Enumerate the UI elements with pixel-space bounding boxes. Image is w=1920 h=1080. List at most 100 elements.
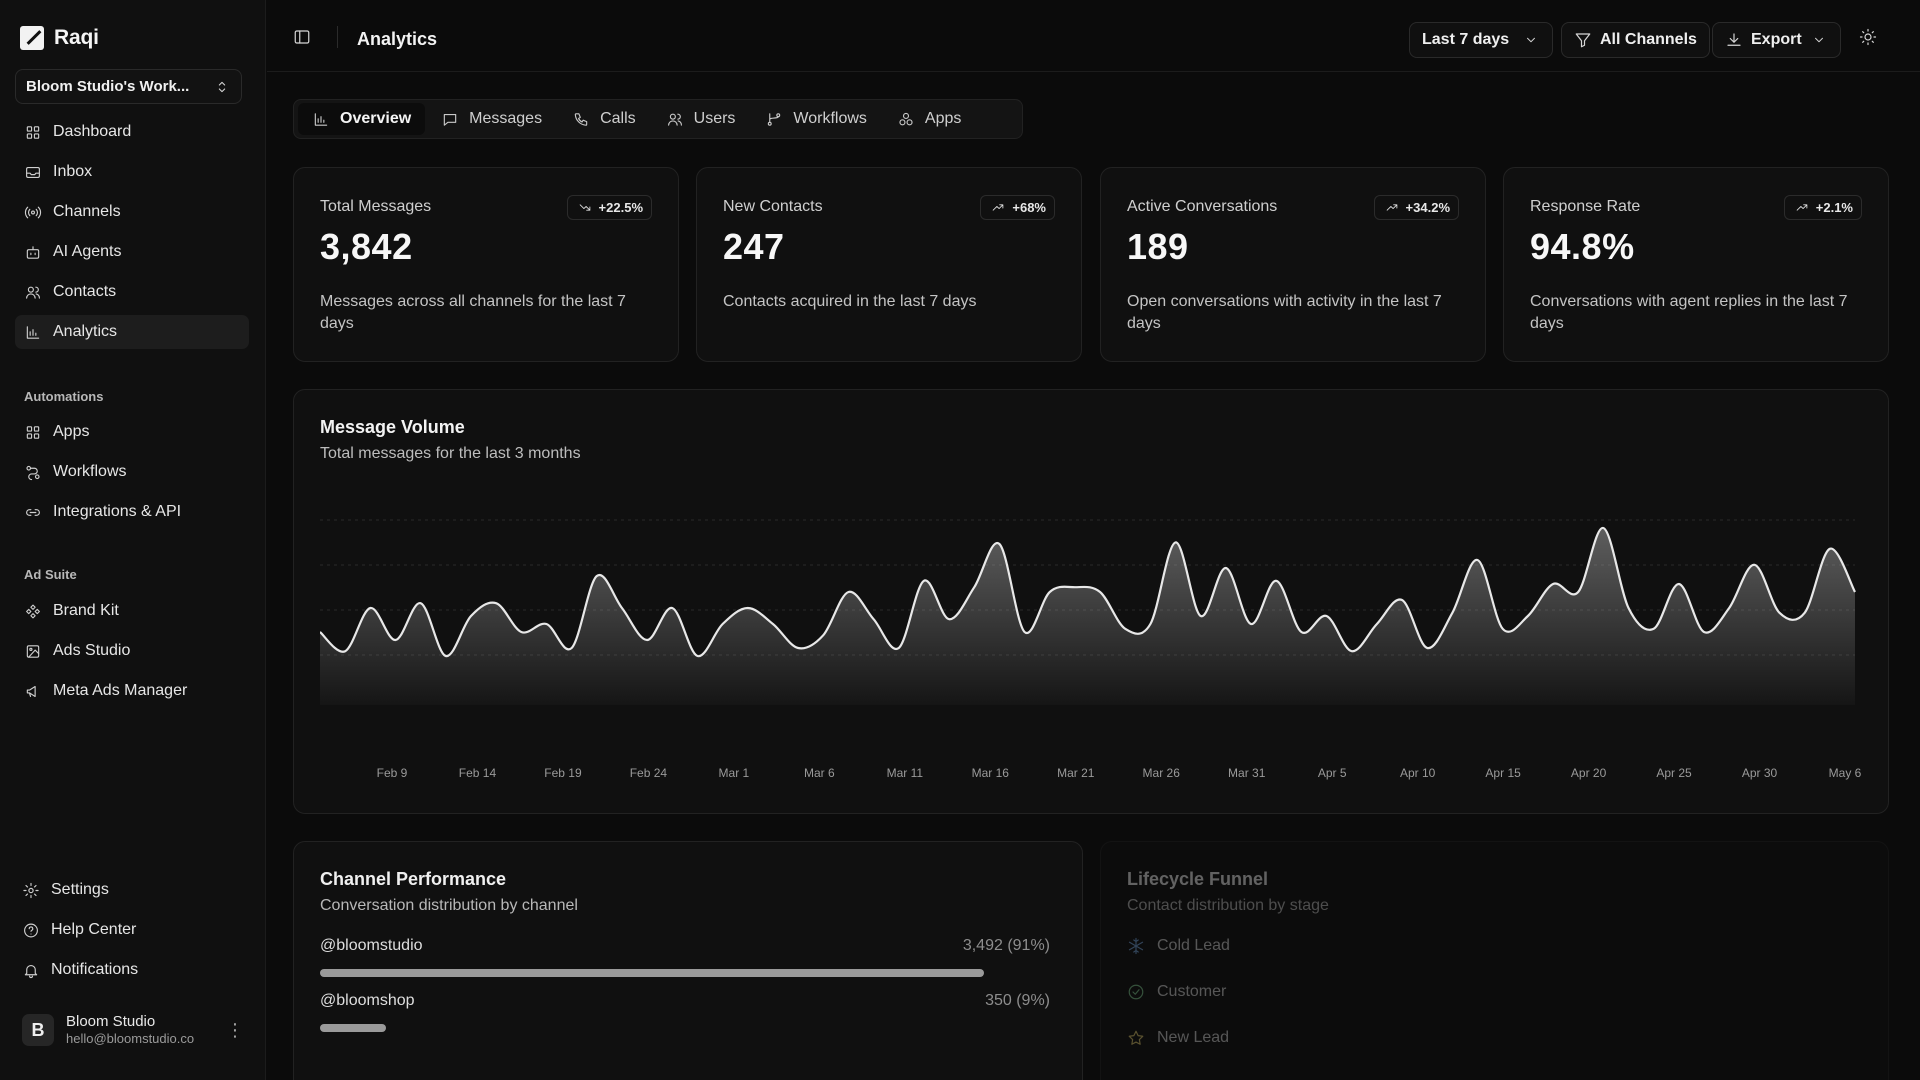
channel-row[interactable]: @bloomshop 350 (9%) — [320, 992, 1050, 1032]
card-subtitle: Conversation distribution by channel — [320, 897, 578, 914]
date-range-select[interactable]: Last 7 days — [1409, 22, 1553, 58]
sidebar-item-ai-agents[interactable]: AI Agents — [15, 235, 249, 269]
section-label-ad-suite: Ad Suite — [24, 567, 77, 582]
workspace-name: Bloom Studio's Work... — [26, 78, 190, 95]
x-tick-label: Mar 11 — [886, 766, 924, 780]
tab-overview[interactable]: Overview — [298, 103, 426, 135]
x-tick-label: Apr 15 — [1485, 766, 1521, 780]
theme-toggle-button[interactable] — [1859, 28, 1877, 46]
lifecycle-funnel-card: Lifecycle Funnel Contact distribution by… — [1100, 841, 1889, 1080]
brand[interactable]: Raqi — [20, 26, 99, 50]
page-title: Analytics — [357, 29, 438, 49]
sidebar-item-help-center[interactable]: Help Center — [13, 913, 247, 947]
user-profile[interactable]: B Bloom Studio hello@bloomstudio.co ⋮ — [22, 1010, 244, 1050]
user-email: hello@bloomstudio.co — [66, 1031, 195, 1047]
x-tick-label: Feb 14 — [458, 766, 497, 780]
link-icon — [26, 508, 40, 516]
channel-performance-card: Channel Performance Conversation distrib… — [293, 841, 1083, 1080]
sidebar-item-label: Ads Studio — [53, 642, 131, 659]
trend-value: +34.2% — [1405, 200, 1450, 215]
x-tick-label: May 6 — [1828, 766, 1862, 780]
sidebar-item-integrations[interactable]: Integrations & API — [15, 495, 249, 529]
stat-card-new-contacts: New Contacts +68% 247 Contacts acquired … — [696, 167, 1082, 362]
help-icon — [24, 923, 38, 937]
users-icon — [26, 286, 40, 299]
sidebar-item-settings[interactable]: Settings — [13, 873, 247, 907]
header-divider — [337, 26, 338, 48]
funnel-stage[interactable]: Cold Lead — [1127, 937, 1230, 955]
user-info: Bloom Studio hello@bloomstudio.co — [66, 1013, 214, 1047]
trend-up-icon — [993, 204, 1004, 211]
inbox-icon — [26, 166, 40, 178]
x-tick-label: Apr 5 — [1317, 766, 1347, 780]
sidebar-item-label: Apps — [53, 423, 90, 440]
trend-badge: +68% — [980, 195, 1055, 220]
tab-messages[interactable]: Messages — [427, 103, 556, 135]
sidebar-item-analytics[interactable]: Analytics — [15, 315, 249, 349]
sidebar-item-meta-ads[interactable]: Meta Ads Manager — [15, 674, 249, 708]
tab-apps[interactable]: Apps — [883, 103, 975, 135]
sidebar-item-dashboard[interactable]: Dashboard — [15, 115, 249, 149]
x-tick-label: Mar 6 — [804, 766, 835, 780]
tab-label: Workflows — [793, 110, 867, 127]
footer-nav: Settings Help Center Notifications — [13, 873, 247, 993]
chart-subtitle: Total messages for the last 3 months — [320, 445, 581, 462]
trend-value: +68% — [1012, 200, 1046, 215]
stat-card-response-rate: Response Rate +2.1% 94.8% Conversations … — [1503, 167, 1889, 362]
megaphone-icon — [26, 685, 36, 697]
trend-badge: +22.5% — [566, 195, 652, 220]
sidebar-item-brand-kit[interactable]: Brand Kit — [15, 594, 249, 628]
tab-users[interactable]: Users — [652, 103, 750, 135]
stat-label: New Contacts — [723, 198, 823, 215]
card-title: Channel Performance — [320, 869, 507, 889]
workspace-switcher[interactable]: Bloom Studio's Work... — [15, 69, 242, 104]
channel-name: @bloomshop — [320, 992, 415, 1009]
sidebar-item-channels[interactable]: Channels — [15, 195, 249, 229]
export-label: Export — [1751, 31, 1802, 48]
grid-icon — [26, 425, 40, 439]
sidebar-item-workflows[interactable]: Workflows — [15, 455, 249, 489]
sidebar-item-label: Help Center — [51, 921, 137, 938]
tab-calls[interactable]: Calls — [558, 103, 650, 135]
x-tick-label: Mar 16 — [971, 766, 1009, 780]
sidebar-item-notifications[interactable]: Notifications — [13, 953, 247, 987]
tab-label: Overview — [340, 110, 412, 127]
bot-icon — [26, 245, 40, 259]
channel-name: @bloomstudio — [320, 937, 423, 954]
sidebar-item-ads-studio[interactable]: Ads Studio — [15, 634, 249, 668]
tab-label: Apps — [924, 110, 962, 127]
chevron-down-icon — [1527, 37, 1535, 43]
funnel-stage[interactable]: Customer — [1127, 983, 1226, 1001]
sidebar-item-label: Dashboard — [53, 123, 132, 140]
sidebar-toggle-button[interactable] — [293, 28, 311, 46]
trend-badge: +2.1% — [1783, 195, 1862, 220]
channel-row[interactable]: @bloomstudio 3,492 (91%) — [320, 937, 1050, 977]
gear-icon — [23, 882, 39, 898]
chevron-updown-icon — [218, 81, 226, 92]
sidebar-item-contacts[interactable]: Contacts — [15, 275, 249, 309]
sidebar-item-inbox[interactable]: Inbox — [15, 155, 249, 189]
tab-label: Messages — [469, 110, 543, 127]
sidebar: Raqi Bloom Studio's Work... Dashboard In… — [0, 0, 266, 1080]
x-tick-label: Apr 20 — [1570, 766, 1607, 780]
x-tick-label: Mar 31 — [1228, 766, 1266, 780]
apps-icon — [899, 112, 913, 125]
channel-filter-button[interactable]: All Channels — [1561, 22, 1710, 58]
funnel-stage[interactable]: New Lead — [1127, 1029, 1229, 1047]
channel-bar-track — [320, 969, 1050, 977]
funnel-stage-name: New Lead — [1157, 1029, 1230, 1046]
section-label-automations: Automations — [24, 389, 104, 404]
tab-workflows[interactable]: Workflows — [751, 103, 881, 135]
sidebar-item-apps[interactable]: Apps — [15, 415, 249, 449]
broadcast-icon — [24, 206, 42, 218]
channel-value: 3,492 (91%) — [962, 937, 1050, 954]
filter-icon — [1575, 33, 1591, 48]
user-name: Bloom Studio — [66, 1013, 156, 1031]
message-volume-card: Message Volume Total messages for the la… — [293, 389, 1889, 814]
brand-logo-icon — [20, 26, 44, 50]
stat-value: 189 — [1127, 226, 1189, 267]
palette-icon — [26, 604, 40, 618]
more-options-icon[interactable]: ⋮ — [226, 1019, 244, 1040]
top-header: Analytics Last 7 days All Channels Expor… — [267, 0, 1920, 72]
export-button[interactable]: Export — [1712, 22, 1841, 58]
